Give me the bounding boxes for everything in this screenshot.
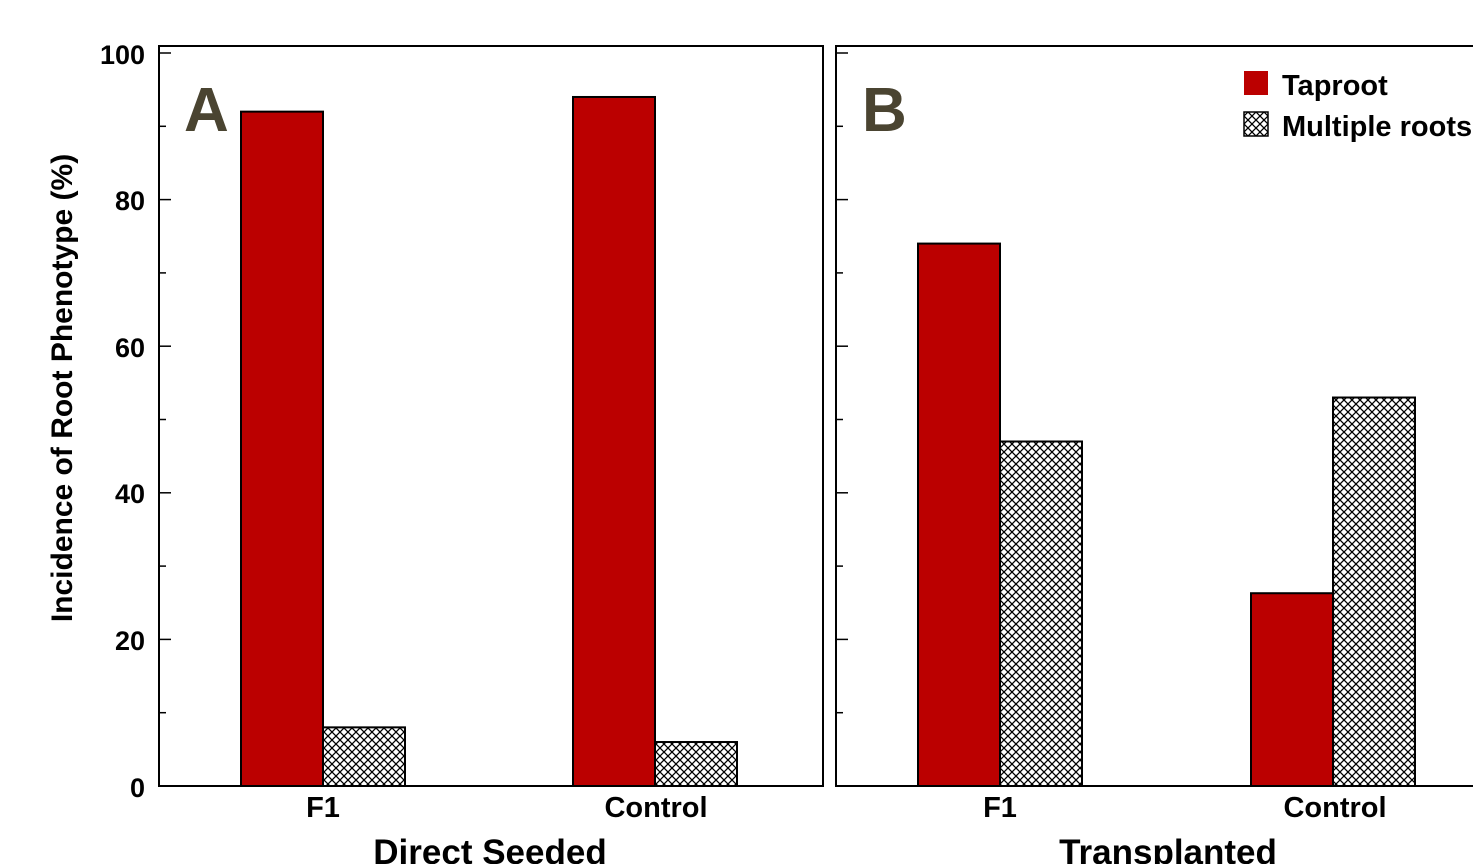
y-axis-label: Incidence of Root Phenotype (%) bbox=[46, 154, 79, 622]
panel-a-category-control: Control bbox=[604, 792, 707, 824]
panel-b-group-label: Transplanted bbox=[1059, 833, 1277, 864]
panel-a-frame bbox=[158, 45, 824, 787]
legend-swatch-multiple-roots bbox=[1243, 111, 1269, 137]
panel-b-category-f1: F1 bbox=[983, 792, 1017, 824]
panel-a: A F1 Control Direct Seeded bbox=[158, 45, 824, 864]
legend-swatch-taproot bbox=[1244, 71, 1268, 95]
legend-label-taproot: Taproot bbox=[1282, 70, 1388, 102]
panel-b: B F1 Control Transplanted bbox=[835, 45, 1473, 864]
y-tick-label: 40 bbox=[115, 479, 145, 509]
legend-label-multiple-roots: Multiple roots bbox=[1282, 111, 1472, 143]
panel-b-y-ticks bbox=[836, 52, 848, 787]
y-tick-label: 0 bbox=[130, 773, 145, 803]
panel-a-bars bbox=[240, 95, 738, 788]
panel-b-frame bbox=[835, 45, 1473, 787]
panel-b-letter: B bbox=[862, 76, 907, 145]
panel-a-letter: A bbox=[184, 76, 229, 145]
bar-multiple-roots-f1 bbox=[999, 440, 1083, 787]
y-tick-label: 80 bbox=[115, 186, 145, 216]
bar-multiple-roots-control bbox=[654, 741, 738, 788]
bar-taproot-f1 bbox=[917, 242, 1001, 787]
bar-multiple-roots-control bbox=[1332, 396, 1416, 787]
panel-a-y-ticks bbox=[159, 52, 171, 787]
panel-b-category-control: Control bbox=[1283, 792, 1386, 824]
bar-taproot-f1 bbox=[240, 110, 324, 787]
y-tick-label: 100 bbox=[100, 40, 145, 70]
legend: Taproot Multiple roots bbox=[1243, 70, 1472, 143]
panel-b-bars bbox=[917, 242, 1416, 788]
y-tick-label: 60 bbox=[115, 333, 145, 363]
y-tick-label: 20 bbox=[115, 626, 145, 656]
bar-multiple-roots-f1 bbox=[322, 726, 406, 787]
panel-a-group-label: Direct Seeded bbox=[373, 833, 606, 864]
bar-taproot-control bbox=[572, 95, 656, 788]
y-tick-labels: 0 20 40 60 80 100 bbox=[100, 40, 145, 803]
panel-a-category-f1: F1 bbox=[306, 792, 340, 824]
bar-taproot-control bbox=[1250, 592, 1334, 788]
